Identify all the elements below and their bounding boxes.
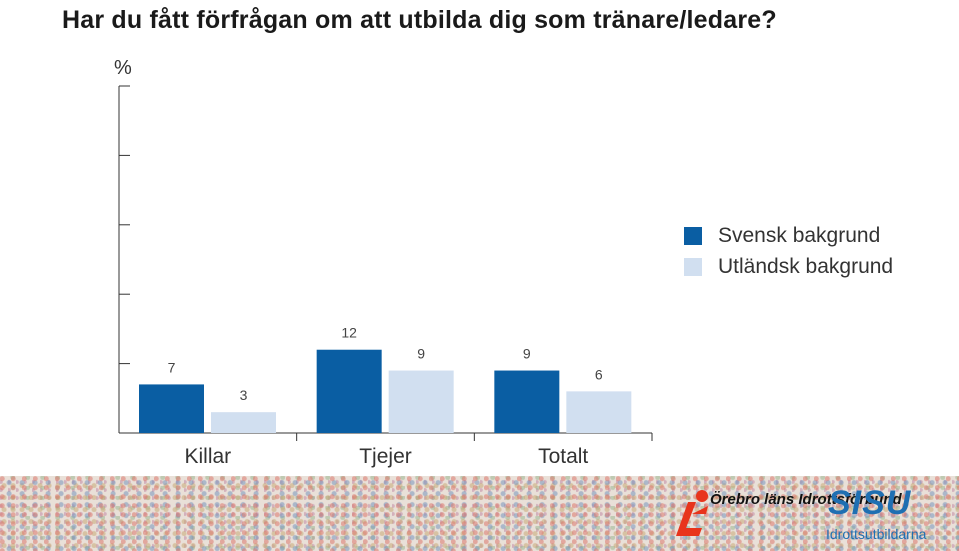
bar-killar-series-1 — [211, 412, 276, 433]
legend-label-svensk: Svensk bakgrund — [718, 223, 881, 247]
x-tick-label-tjejer: Tjejer — [359, 445, 412, 468]
chart-title: Har du fått förfrågan om att utbilda dig… — [62, 6, 777, 34]
sisu-logo-main: SISU — [828, 484, 912, 522]
legend-item-svensk: Svensk bakgrund — [684, 220, 893, 251]
data-label-killar-series-1: 3 — [240, 387, 248, 403]
x-tick-label-totalt: Totalt — [538, 445, 588, 468]
x-tick-label-killar: Killar — [184, 445, 231, 468]
legend-swatch-svensk — [684, 226, 702, 245]
footer-pattern — [0, 476, 959, 551]
legend-item-utlandsk: Utländsk bakgrund — [684, 251, 893, 282]
data-label-totalt-series-1: 6 — [595, 366, 603, 382]
legend: Svensk bakgrund Utländsk bakgrund — [684, 220, 893, 282]
bar-tjejer-series-0 — [316, 349, 382, 433]
lif-logo: Örebro läns Idrottsförbund — [672, 486, 902, 542]
sisu-logo-sub: Idrottsutbildarna — [826, 526, 927, 542]
legend-label-utlandsk: Utländsk bakgrund — [718, 254, 894, 278]
bar-totalt-series-1 — [566, 391, 632, 433]
lif-logo-text: Örebro läns Idrottsförbund — [710, 491, 902, 508]
bar-chart: % 7 3 Killar 12 9 Tjejer 9 6 Totalt — [114, 57, 653, 468]
bar-killar-series-0 — [139, 384, 204, 433]
legend-swatch-utlandsk — [684, 257, 702, 276]
bar-totalt-series-0 — [494, 370, 560, 433]
lif-emblem-icon — [676, 490, 708, 536]
data-label-totalt-series-0: 9 — [523, 346, 531, 362]
data-label-tjejer-series-0: 12 — [341, 325, 357, 341]
y-axis-label: % — [114, 57, 132, 79]
bar-tjejer-series-1 — [388, 370, 454, 433]
data-label-killar-series-0: 7 — [168, 359, 176, 375]
data-label-tjejer-series-1: 9 — [417, 346, 425, 362]
sisu-logo: SISU Idrottsutbildarna — [824, 484, 954, 546]
